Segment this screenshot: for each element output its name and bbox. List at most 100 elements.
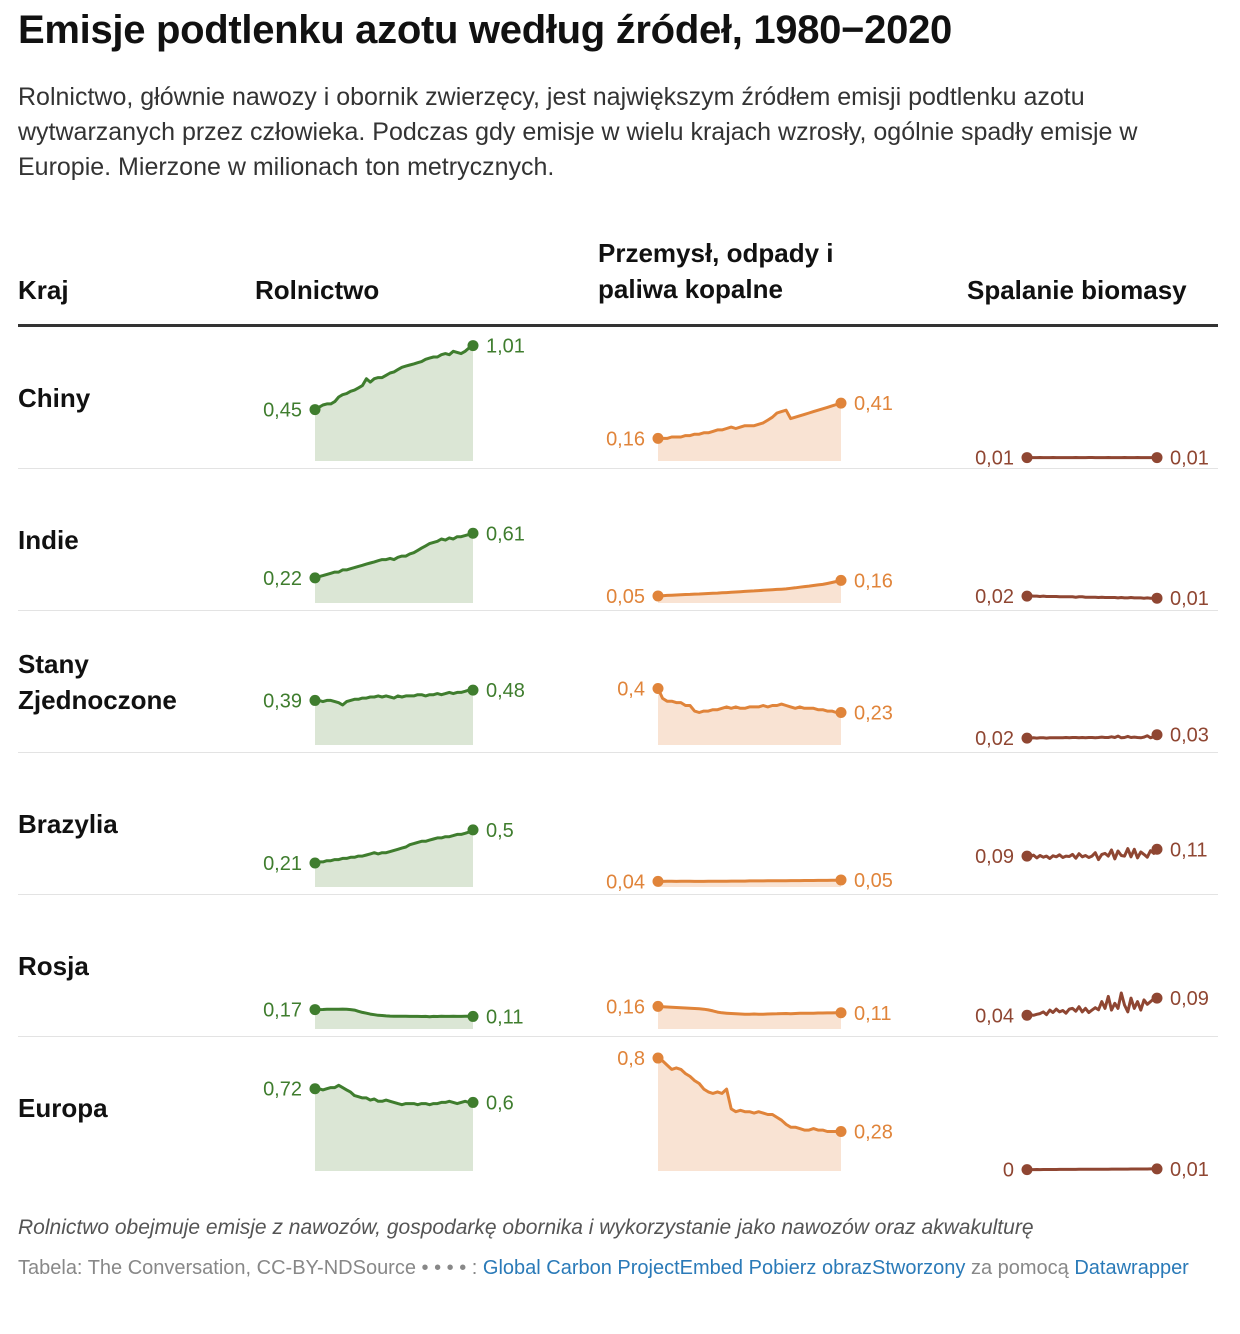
line-industry-brazylia (656, 878, 843, 883)
line-agriculture-stany-zjednoczone (313, 688, 475, 707)
datawrapper-link[interactable]: Datawrapper (1074, 1257, 1189, 1279)
point-end-biomass-chiny (1151, 452, 1163, 464)
label-end-industry-brazylia: 0,05 (854, 870, 893, 892)
label-end-agriculture-brazylia: 0,5 (486, 820, 514, 842)
point-end-agriculture-europa (467, 1096, 479, 1108)
line-industry-stany-zjednoczone (656, 687, 843, 714)
label-end-agriculture-europa: 0,6 (486, 1092, 514, 1114)
column-header-industry: Przemysł, odpady i paliwa kopalne (598, 235, 834, 307)
country-label-rosja: Rosja (18, 951, 89, 981)
point-start-industry-chiny (652, 432, 664, 444)
label-end-biomass-europa: 0,01 (1170, 1159, 1209, 1181)
row-divider (18, 468, 1218, 469)
label-start-industry-brazylia: 0,04 (606, 871, 645, 893)
label-start-industry-rosja: 0,16 (606, 996, 645, 1018)
label-start-biomass-indie: 0,02 (975, 586, 1014, 608)
point-start-industry-rosja (652, 1000, 664, 1012)
line-agriculture-europa (313, 1083, 475, 1107)
label-start-biomass-brazylia: 0,09 (975, 846, 1014, 868)
country-label-brazylia: Brazylia (18, 809, 118, 839)
point-start-agriculture-europa (309, 1083, 321, 1095)
point-start-agriculture-chiny (309, 404, 321, 416)
chart-subtitle: Rolnictwo, głównie nawozy i obornik zwie… (18, 83, 1138, 181)
label-start-agriculture-stany-zjednoczone: 0,39 (263, 690, 302, 712)
country-label-chiny: Chiny (18, 383, 91, 413)
footnote: Rolnictwo obejmuje emisje z nawozów, gos… (18, 1216, 1034, 1239)
point-start-industry-brazylia (652, 875, 664, 887)
label-start-agriculture-rosja: 0,17 (263, 1000, 302, 1022)
embed-link[interactable]: Embed (679, 1257, 744, 1279)
column-header-country: Kraj (18, 275, 69, 305)
label-end-biomass-chiny: 0,01 (1170, 448, 1209, 470)
label-end-industry-europa: 0,28 (854, 1121, 893, 1143)
line-industry-chiny (656, 401, 843, 440)
point-end-biomass-europa (1151, 1163, 1163, 1175)
point-start-agriculture-brazylia (309, 857, 321, 869)
line-agriculture-rosja (313, 1007, 475, 1019)
label-start-biomass-rosja: 0,04 (975, 1005, 1014, 1027)
label-end-biomass-brazylia: 0,11 (1170, 839, 1207, 861)
label-end-industry-stany-zjednoczone: 0,23 (854, 703, 893, 725)
label-start-biomass-europa: 0 (1003, 1160, 1014, 1182)
point-end-agriculture-indie (467, 527, 479, 539)
label-end-biomass-rosja: 0,09 (1170, 988, 1209, 1010)
label-start-agriculture-indie: 0,22 (263, 568, 302, 590)
point-start-biomass-brazylia (1021, 850, 1033, 862)
point-start-biomass-europa (1021, 1164, 1033, 1176)
label-end-industry-chiny: 0,41 (854, 393, 893, 415)
sparkline-layer: 0,45 1,01 0,16 0,41 0,01 0,01 0,22 0,61 0,05 0,16… (263, 336, 1209, 1182)
line-biomass-rosja (1025, 991, 1159, 1017)
area-agriculture-rosja (315, 1009, 473, 1029)
country-label-europa: Europa (18, 1093, 108, 1123)
line-biomass-brazylia (1025, 847, 1159, 862)
label-start-agriculture-europa: 0,72 (263, 1079, 302, 1101)
line-agriculture-chiny (313, 344, 475, 412)
source-link[interactable]: Global Carbon Project (482, 1257, 680, 1279)
download-image-link[interactable]: Pobierz obraz (748, 1257, 873, 1279)
label-start-agriculture-brazylia: 0,21 (263, 853, 302, 875)
point-start-industry-indie (652, 590, 664, 602)
point-end-biomass-rosja (1151, 992, 1163, 1004)
point-start-industry-stany-zjednoczone (652, 683, 664, 695)
created-link[interactable]: Stworzony (872, 1257, 966, 1279)
point-end-industry-chiny (835, 397, 847, 409)
point-start-agriculture-stany-zjednoczone (309, 694, 321, 706)
point-end-industry-indie (835, 574, 847, 586)
label-start-industry-europa: 0,8 (617, 1048, 645, 1070)
line-industry-indie (656, 578, 843, 598)
label-end-agriculture-stany-zjednoczone: 0,48 (486, 680, 525, 702)
row-divider (18, 752, 1218, 753)
label-end-biomass-stany-zjednoczone: 0,03 (1170, 725, 1209, 747)
point-start-agriculture-rosja (309, 1004, 321, 1016)
label-end-biomass-indie: 0,01 (1170, 588, 1209, 610)
row-divider (18, 1036, 1218, 1037)
label-end-agriculture-chiny: 1,01 (486, 336, 525, 358)
point-end-biomass-brazylia (1151, 843, 1163, 855)
label-start-industry-chiny: 0,16 (606, 428, 645, 450)
point-end-industry-europa (835, 1125, 847, 1137)
area-industry-rosja (658, 1006, 841, 1029)
label-start-biomass-chiny: 0,01 (975, 448, 1014, 470)
area-agriculture-europa (315, 1085, 473, 1171)
area-agriculture-indie (315, 533, 473, 603)
area-industry-europa (658, 1058, 841, 1171)
area-agriculture-brazylia (315, 829, 473, 887)
point-end-agriculture-brazylia (467, 824, 479, 836)
label-end-industry-rosja: 0,11 (854, 1003, 891, 1025)
line-industry-rosja (656, 1004, 843, 1016)
column-header-biomass: Spalanie biomasy (967, 275, 1187, 305)
label-end-agriculture-rosja: 0,11 (486, 1006, 523, 1028)
credits: Tabela: The Conversation, CC-BY-NDSource… (18, 1255, 1218, 1281)
label-start-agriculture-chiny: 0,45 (263, 400, 302, 422)
point-start-biomass-stany-zjednoczone (1021, 732, 1033, 744)
area-agriculture-stany-zjednoczone (315, 690, 473, 745)
label-end-industry-indie: 0,16 (854, 570, 893, 592)
point-start-biomass-indie (1021, 590, 1033, 602)
area-agriculture-chiny (315, 345, 473, 461)
label-end-agriculture-indie: 0,61 (486, 523, 525, 545)
line-industry-europa (656, 1056, 843, 1133)
country-label-indie: Indie (18, 525, 79, 555)
column-header-industry-line2: paliwa kopalne (598, 274, 783, 304)
credits-share-dots[interactable]: • • • : (434, 1257, 478, 1279)
column-header-industry-line1: Przemysł, odpady i (598, 238, 834, 268)
